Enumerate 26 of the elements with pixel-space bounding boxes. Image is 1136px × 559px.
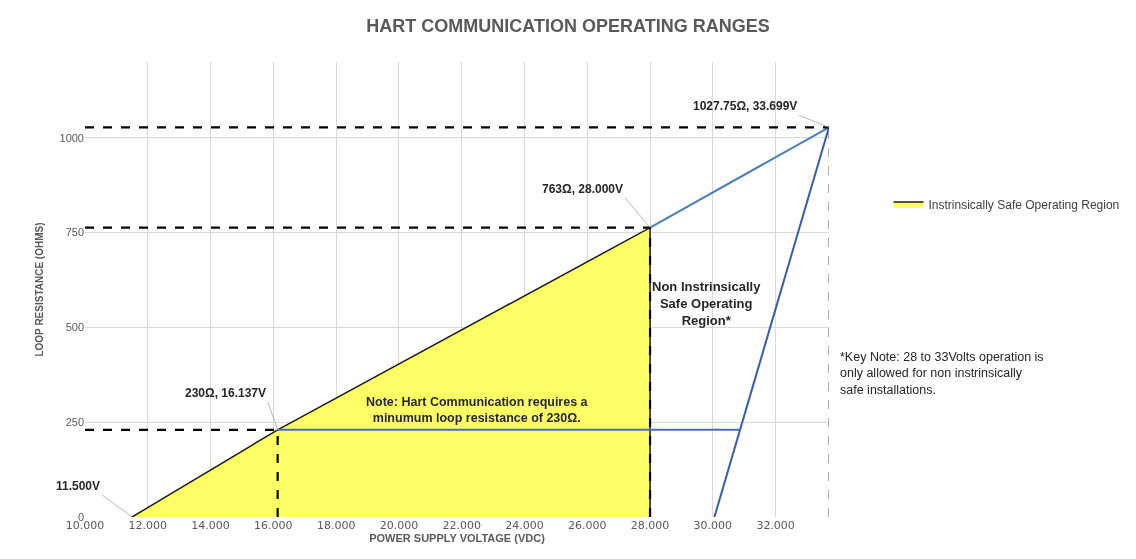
annotation: 1027.75Ω, 33.699V [693, 99, 798, 113]
annotation: Non Instrinsically Safe Operating Region* [652, 279, 762, 328]
text: *Key Note: 28 to 33Volts operation is only allowed for non instrinsically safe installations. [840, 350, 1044, 397]
x-tick-label: 28.000 [630, 519, 670, 532]
x-tick-label: 22.000 [442, 519, 481, 532]
x-tick-label: 24.000 [505, 519, 544, 532]
y-tick-label: 250 [65, 416, 84, 429]
chart-title: HART COMMUNICATION OPERATING RANGES [366, 16, 770, 37]
x-tick-label: 14.000 [191, 519, 230, 532]
annotation: Note: Hart Communication requires a minumum loop resistance of 230Ω. [366, 395, 589, 426]
x-tick-label: 32.000 [756, 519, 795, 532]
x-tick-label: 16.000 [254, 519, 293, 532]
annotation: 11.500V [56, 479, 101, 493]
y-tick-label: 1000 [59, 131, 84, 144]
legend-label: Instrinsically Safe Operating Region [928, 197, 1120, 212]
y-tick-label: 500 [65, 321, 84, 334]
y-axis-title: LOOP RESISTANCE (OHMS) [33, 222, 45, 357]
x-tick-label: 12.000 [128, 519, 168, 532]
annotation: 230Ω, 16.137V [185, 386, 267, 400]
x-tick-label: 26.000 [568, 519, 607, 532]
x-tick-label: 20.000 [379, 519, 419, 532]
y-tick-label: 750 [65, 226, 84, 239]
x-axis-title: POWER SUPPLY VOLTAGE (VDC) [369, 532, 546, 544]
x-tick-label: 18.000 [316, 519, 356, 532]
x-tick-label: 30.000 [693, 519, 733, 532]
annotation: 763Ω, 28.000V [542, 182, 624, 196]
